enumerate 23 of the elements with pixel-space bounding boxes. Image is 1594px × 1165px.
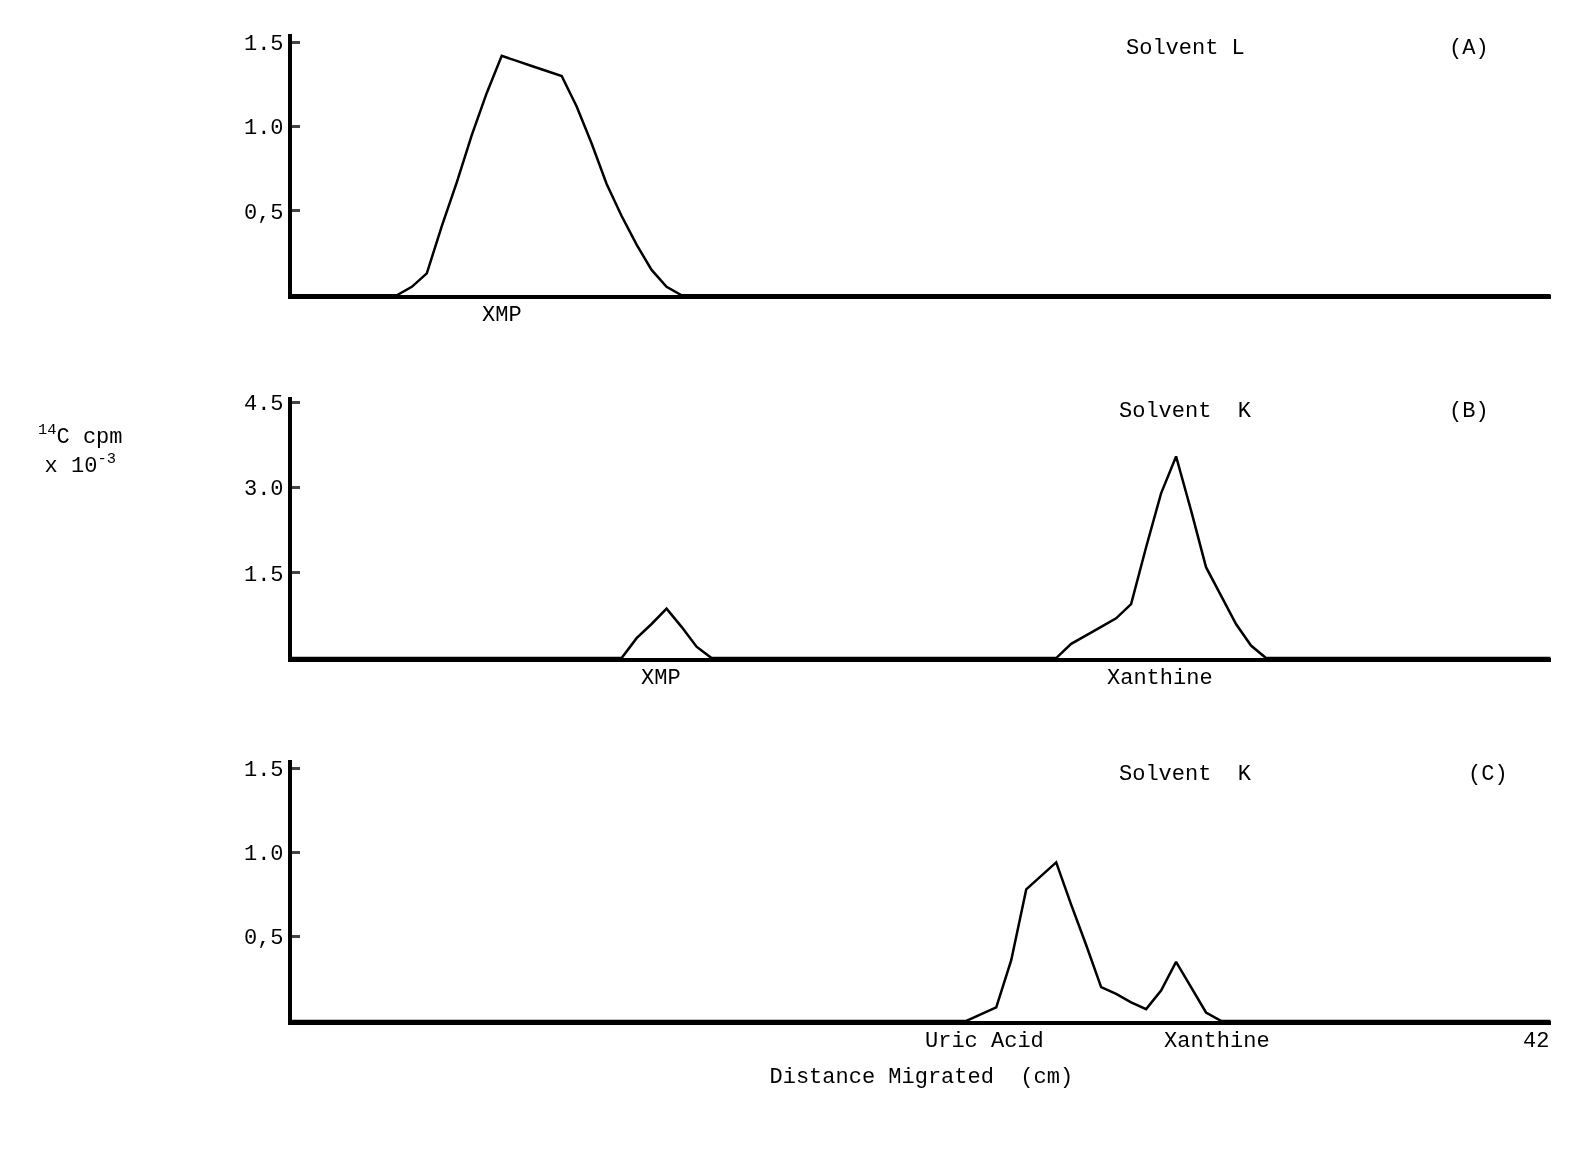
annotation: Solvent K (1119, 399, 1252, 424)
y-tick-label: 1.0 (243, 842, 284, 868)
text: XMP (641, 666, 681, 691)
annotation: Solvent L (1126, 36, 1245, 61)
text: Xanthine (1164, 1029, 1270, 1054)
annotation: (A) (1449, 36, 1489, 61)
y-tick-label: 4.5 (243, 392, 284, 418)
text: Xanthine (1107, 666, 1213, 691)
y-tick-label: 1.5 (243, 757, 284, 783)
text: 42 (1523, 1029, 1550, 1054)
annotation: (C) (1468, 762, 1508, 787)
annotation: Solvent K (1119, 762, 1252, 787)
text: XMP (482, 303, 522, 328)
y-tick-label: 0,5 (243, 200, 284, 226)
y-tick-label: 1.5 (243, 562, 284, 588)
x-axis-title: Distance Migrated (cm) (769, 1065, 1074, 1091)
y-tick-label: 0,5 (243, 926, 284, 952)
annotation: (B) (1449, 399, 1489, 424)
text: Uric Acid (925, 1029, 1044, 1054)
y-tick-label: 1.5 (243, 32, 284, 58)
y-tick-label: 3.0 (243, 477, 284, 503)
y-axis-title: $^{14}$C cpm x 10$^{-3}$ (38, 421, 123, 479)
y-tick-label: 1.0 (243, 116, 284, 142)
